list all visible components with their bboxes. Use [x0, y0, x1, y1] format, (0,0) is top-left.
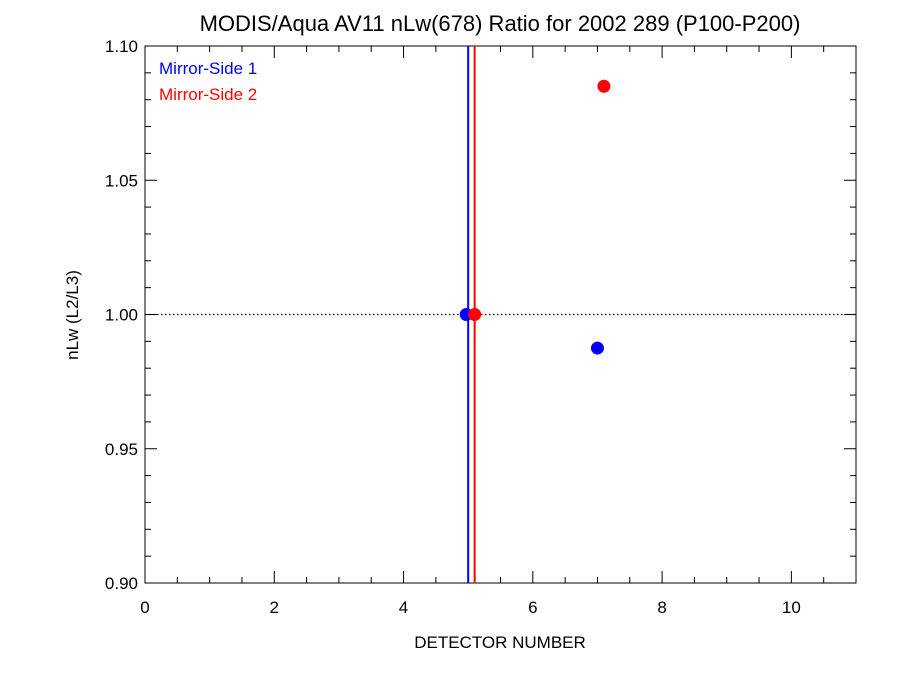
- x-tick-label: 0: [140, 598, 149, 617]
- y-axis-label: nLw (L2/L3): [63, 270, 82, 360]
- y-tick-label: 0.90: [105, 574, 138, 593]
- y-tick-label: 1.00: [105, 306, 138, 325]
- x-tick-label: 8: [657, 598, 666, 617]
- x-tick-label: 4: [399, 598, 408, 617]
- x-axis-label: DETECTOR NUMBER: [414, 633, 586, 652]
- x-tick-label: 10: [782, 598, 801, 617]
- axes: 0 2 4 6 8 10 0.90 0.95 1.00 1.05 1.10: [105, 37, 857, 617]
- y-tick-label: 1.05: [105, 171, 138, 190]
- chart-title: MODIS/Aqua AV11 nLw(678) Ratio for 2002 …: [200, 11, 801, 36]
- y-tick-label: 1.10: [105, 37, 138, 56]
- legend-item-2: Mirror-Side 2: [159, 85, 257, 104]
- x-tick-label: 6: [528, 598, 537, 617]
- series-2-point: [597, 79, 611, 93]
- data-points: [459, 79, 611, 355]
- y-tick-label: 0.95: [105, 440, 138, 459]
- series-1-point: [590, 341, 604, 355]
- legend-item-1: Mirror-Side 1: [159, 59, 257, 78]
- series-2-point: [468, 308, 482, 321]
- legend: Mirror-Side 1 Mirror-Side 2: [159, 59, 257, 104]
- x-tick-label: 2: [270, 598, 279, 617]
